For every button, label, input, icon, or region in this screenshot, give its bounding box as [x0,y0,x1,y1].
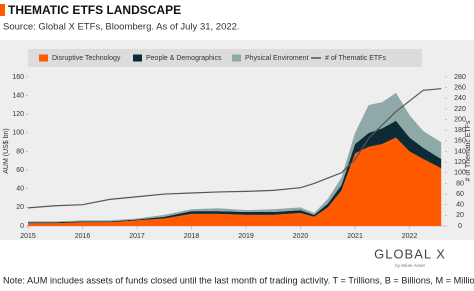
y2-tick-label: 280 [454,74,466,81]
y-tick-label: 160 [12,74,24,81]
footnote: Note: AUM includes assets of funds close… [3,275,474,285]
y2-tick-label: 0 [458,223,462,230]
y2-tick-label: 120 [454,159,466,166]
logo: GLOBAL X [374,246,446,261]
legend-box [28,49,422,67]
area [28,137,442,226]
legend-label: Disruptive Technology [52,55,121,62]
y-tick-label: 140 [12,92,24,99]
y-tick-label: 80 [16,148,24,155]
y-tick-label: 0 [20,223,24,230]
x-tick-label: 2019 [238,233,254,240]
y2-tick-label: 80 [456,180,464,187]
legend-label: People & Demographics [146,55,222,62]
legend-label: Physical Enviroment [245,55,308,62]
x-tick-label: 2020 [293,233,309,240]
y2-tick-label: 60 [456,191,464,198]
x-tick-label: 2015 [20,233,36,240]
y-tick-label: 120 [12,111,24,118]
y2-axis-label: # of Thematic ETFs [465,120,472,181]
y2-tick-label: 220 [454,106,466,113]
x-tick-label: 2017 [129,233,145,240]
etf-count-line [27,88,442,209]
legend-swatch [232,54,241,62]
x-tick-label: 2018 [184,233,200,240]
area [28,120,442,224]
y2-tick-label: 40 [456,202,464,209]
y-tick-label: 40 [16,186,24,193]
chart-title: THEMATIC ETFS LANDSCAPE [8,3,181,17]
y2-tick-label: 160 [454,138,466,145]
y2-tick-label: 260 [454,84,466,91]
chart-subtitle: Source: Global X ETFs, Bloomberg. As of … [3,22,240,33]
y2-tick-label: 180 [454,127,466,134]
y2-tick-label: 140 [454,148,466,155]
y2-tick-label: 240 [454,95,466,102]
y2-tick-label: 200 [454,116,466,123]
area [28,92,442,223]
x-tick-label: 2016 [75,233,91,240]
title-accent [0,4,5,16]
x-tick-label: 2022 [402,233,418,240]
y-tick-label: 20 [16,204,24,211]
legend-swatch [133,54,142,62]
y2-tick-label: 20 [456,212,464,219]
legend-swatch [39,54,48,62]
x-tick-label: 2021 [347,233,363,240]
legend-label: # of Thematic ETFs [325,55,386,62]
y-tick-label: 100 [12,130,24,137]
y-tick-label: 60 [16,167,24,174]
logo-tagline: by Mirae Asset [395,263,425,268]
y2-tick-label: 100 [454,170,466,177]
y-axis-label: AUM (US$ bn) [3,128,10,174]
